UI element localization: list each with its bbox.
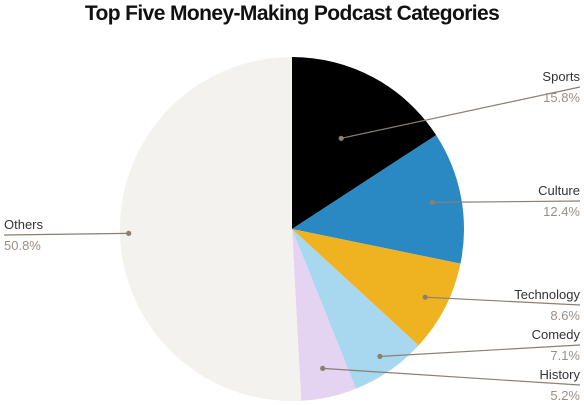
slice-value-others: 50.8% xyxy=(4,238,41,253)
chart-title: Top Five Money-Making Podcast Categories xyxy=(84,2,500,25)
slice-value-sports: 15.8% xyxy=(543,90,580,105)
leader-dot-technology xyxy=(422,294,428,300)
pie-slice-comedy xyxy=(292,229,419,389)
leader-line-sports xyxy=(341,86,581,139)
leader-line-history xyxy=(322,367,581,386)
slice-value-technology: 8.6% xyxy=(550,308,580,323)
leader-line-culture xyxy=(432,200,581,203)
leader-dot-comedy xyxy=(377,353,383,359)
leader-dot-others xyxy=(126,230,132,236)
slice-value-culture: 12.4% xyxy=(543,204,580,219)
pie-slice-culture xyxy=(292,135,464,264)
pie-slice-others xyxy=(119,57,302,401)
leader-dot-sports xyxy=(338,135,344,141)
pie-slice-history xyxy=(292,229,356,401)
leader-line-comedy xyxy=(379,344,581,357)
slice-label-history: History xyxy=(540,367,581,382)
pie-slice-technology xyxy=(292,229,461,346)
leader-line-technology xyxy=(425,296,581,306)
slice-label-culture: Culture xyxy=(538,183,580,198)
slice-label-comedy: Comedy xyxy=(532,327,581,342)
slice-value-history: 5.2% xyxy=(550,388,580,403)
leader-dot-history xyxy=(320,365,326,371)
slice-value-comedy: 7.1% xyxy=(550,348,580,363)
slice-label-sports: Sports xyxy=(542,69,580,84)
slice-label-technology: Technology xyxy=(514,287,580,302)
leader-line-others xyxy=(3,232,129,236)
leader-dot-culture xyxy=(429,199,435,205)
pie-slice-sports xyxy=(292,57,437,229)
slice-label-others: Others xyxy=(4,217,44,232)
